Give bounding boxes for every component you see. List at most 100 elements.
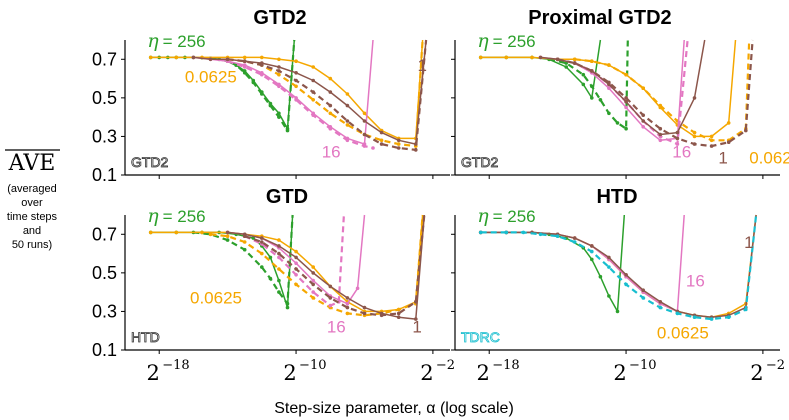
data-point (607, 294, 611, 298)
data-point (285, 301, 290, 306)
ylabel-main: AVE (8, 151, 56, 176)
data-point (590, 96, 594, 100)
data-point (294, 273, 298, 277)
data-point (311, 78, 316, 83)
data-point (345, 123, 350, 127)
data-point (277, 65, 281, 69)
panel-title: GTD2 (253, 7, 306, 29)
series-line (574, 39, 751, 142)
data-point (242, 240, 247, 244)
data-point (208, 57, 213, 62)
data-point (744, 128, 748, 133)
data-point (268, 103, 273, 108)
data-point (277, 115, 281, 119)
data-point (658, 132, 663, 137)
data-point (371, 146, 375, 150)
data-point (709, 134, 714, 139)
annotation-label: 1 (412, 318, 421, 337)
data-point (311, 296, 316, 300)
data-point (174, 55, 179, 60)
x-tick-base: 2 (750, 361, 763, 385)
panel-method-label: GTD2 (131, 154, 169, 170)
series--1-solid- (225, 214, 426, 321)
data-point (607, 80, 611, 85)
series--1-dashed- (555, 39, 754, 148)
data-point (538, 232, 543, 237)
data-point (658, 126, 663, 131)
x-tick-exponent: −10 (299, 358, 326, 373)
data-point (572, 236, 577, 240)
data-point (641, 113, 645, 117)
data-point (328, 284, 333, 289)
series-line (193, 214, 294, 305)
data-point (607, 86, 611, 90)
annotation-label: 16 (322, 143, 341, 162)
data-point (225, 57, 230, 62)
panel-2: Proximal GTD2 GTD2 η= 256 16 1 0.0625 (451, 7, 789, 179)
annotation-label: 1 (718, 148, 727, 167)
data-point (311, 265, 316, 269)
data-point (379, 138, 384, 143)
series--16-solid- (478, 214, 685, 314)
data-point (641, 296, 645, 300)
series-line (574, 39, 689, 146)
series--1-dashed- (225, 39, 428, 152)
series--256-dashed- (547, 39, 629, 131)
data-point (564, 65, 568, 69)
data-point (328, 103, 333, 108)
data-point (260, 63, 264, 67)
data-point (294, 98, 298, 102)
data-point (615, 121, 620, 125)
series--256-dashed- (191, 214, 294, 306)
series--0-0625-solid- (148, 39, 424, 141)
data-point (311, 282, 316, 287)
series-line (480, 214, 626, 313)
data-point (379, 130, 384, 135)
data-point (251, 236, 256, 240)
data-point (328, 126, 333, 131)
series-line (548, 39, 629, 130)
data-point (555, 57, 560, 62)
annotation-label: 1 (744, 233, 753, 252)
panel-method-label: HTD (131, 329, 160, 345)
x-tick-exponent: −2 (436, 358, 455, 373)
data-point (615, 309, 620, 314)
data-point (658, 103, 663, 108)
data-point (277, 69, 281, 73)
data-point (277, 255, 281, 260)
data-point (328, 76, 333, 81)
data-point (504, 55, 509, 60)
series--16-dashed- (572, 39, 689, 146)
data-point (277, 72, 281, 77)
ylabel-note-4: and (23, 225, 41, 237)
series--16-solid- (538, 39, 685, 143)
data-point (692, 142, 697, 146)
y-axis-label: AVE (averaged over time steps and 50 run… (5, 149, 60, 251)
data-point (581, 72, 586, 77)
y-tick-label: 0.7 (92, 49, 117, 69)
series--256-solid- (478, 214, 626, 314)
annotation-eta-256: η = 256 (477, 205, 535, 227)
annotation-label: 1 (418, 56, 427, 75)
series-line (540, 39, 685, 142)
data-point (225, 230, 230, 235)
data-point (590, 84, 594, 89)
data-point (396, 315, 401, 320)
data-point (294, 71, 298, 75)
data-point (328, 303, 333, 308)
annotation-label: 0.0625 (749, 148, 789, 167)
data-point (242, 65, 247, 69)
data-point (260, 92, 264, 96)
panel-1: GTD2 0.1 0.3 0.5 0.7 GTD2 η = 256 0.0625 16 1 (92, 7, 450, 185)
data-point (624, 105, 628, 110)
data-point (607, 111, 611, 116)
data-point (328, 296, 333, 300)
data-point (311, 65, 316, 69)
data-point (285, 128, 290, 133)
data-point (294, 84, 298, 89)
data-point (590, 69, 594, 73)
data-point (624, 273, 628, 277)
data-point (709, 138, 714, 143)
